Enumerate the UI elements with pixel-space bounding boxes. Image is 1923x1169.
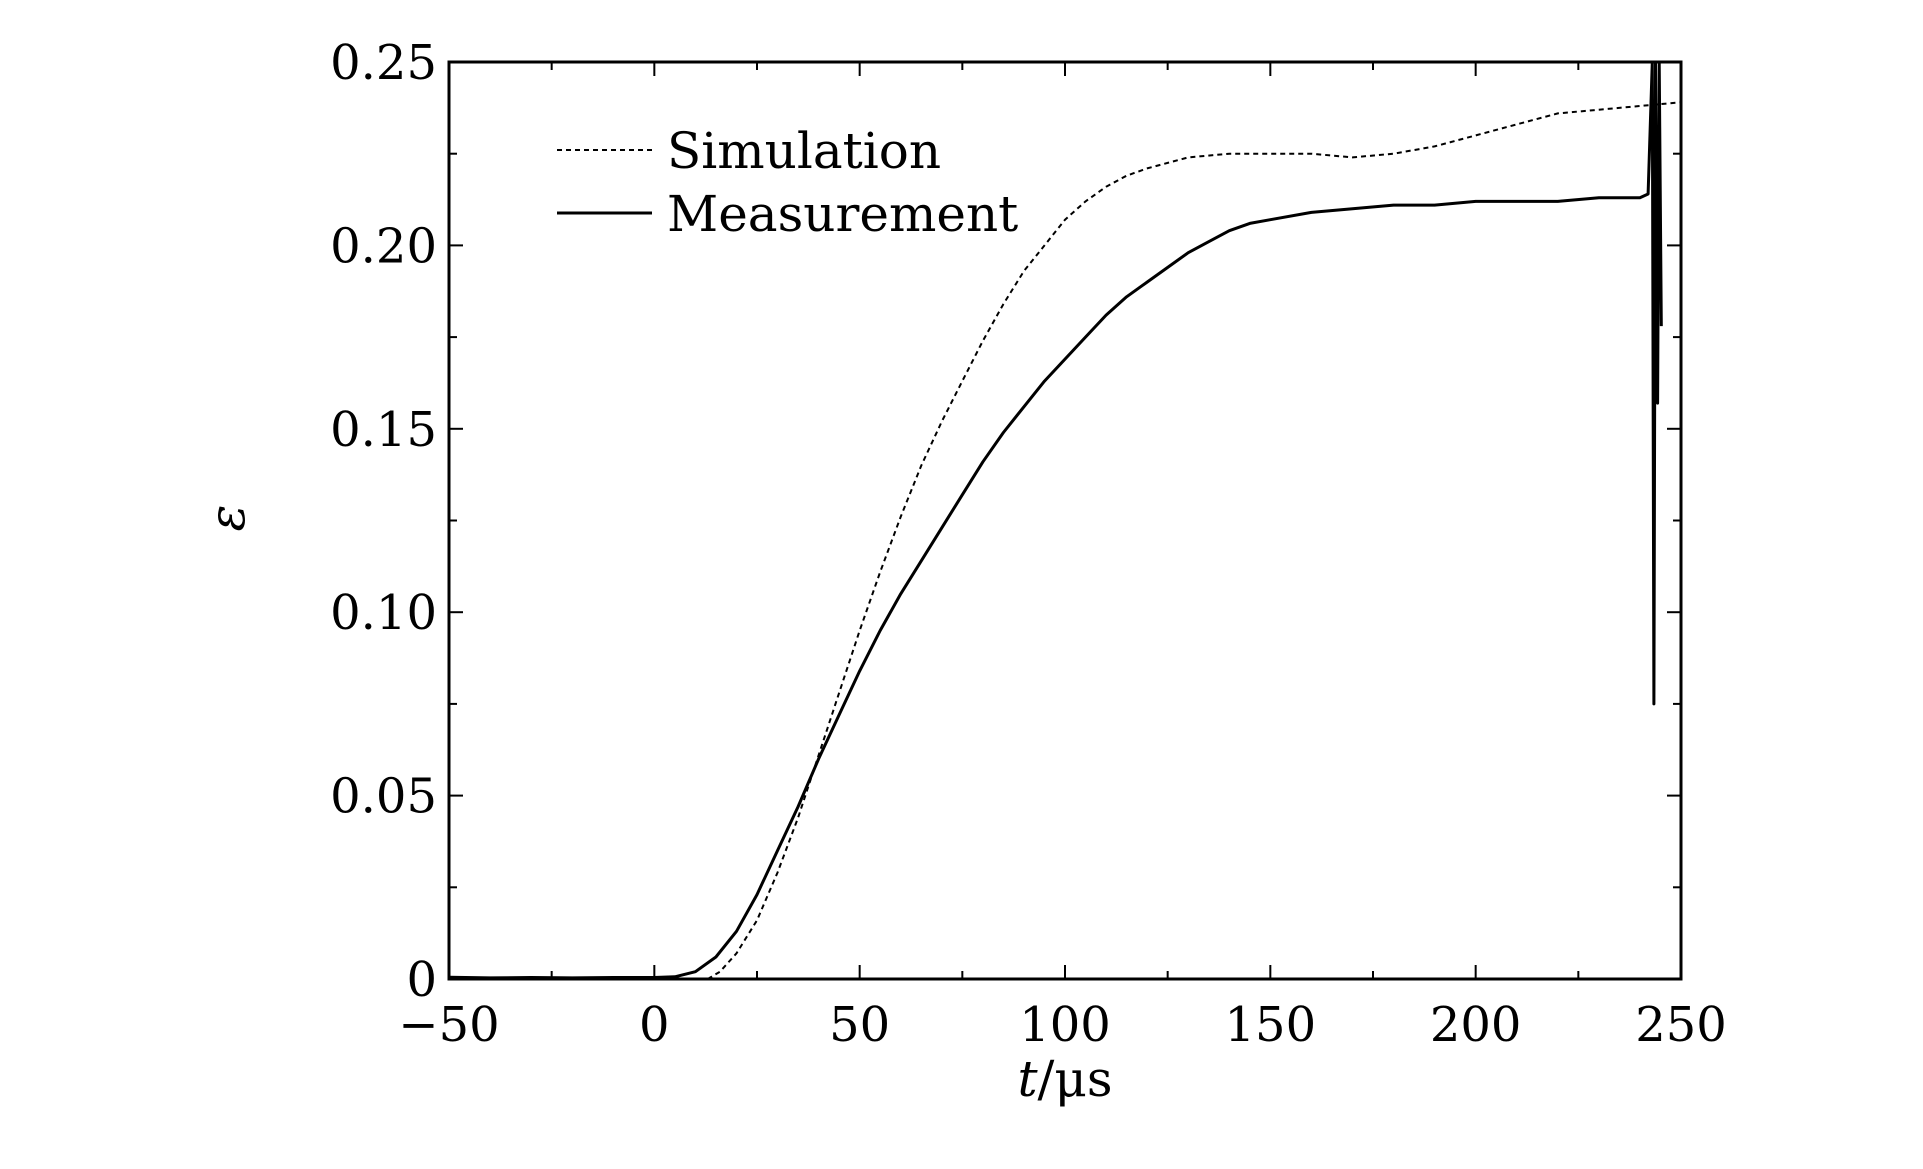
x-axis-label-variable: t [1017, 1050, 1038, 1108]
x-tick-label: 250 [1635, 997, 1727, 1053]
y-tick-label: 0.05 [330, 769, 437, 825]
plot-frame [447, 60, 1683, 981]
y-tick-label: 0.25 [330, 35, 437, 91]
x-axis-label-unit: /μs [1038, 1050, 1113, 1108]
x-tick-labels: −50 0 50 100 150 200 250 [398, 997, 1726, 1053]
x-tick-label: 200 [1430, 997, 1522, 1053]
x-axis-label: t/μs [1017, 1050, 1112, 1108]
series-layer [448, 60, 1682, 980]
x-tick-label: −50 [398, 997, 499, 1053]
y-tick-labels: 0 0.05 0.10 0.15 0.20 0.25 [330, 35, 437, 1008]
x-tick-label: 50 [829, 997, 890, 1053]
y-tick-label: 0 [406, 952, 437, 1008]
y-tick-label: 0.20 [330, 218, 437, 274]
x-tick-label: 150 [1225, 997, 1317, 1053]
ticks-layer [448, 61, 1682, 980]
legend-label-simulation: Simulation [667, 122, 941, 180]
legend: Simulation Measurement [557, 122, 1018, 243]
y-tick-label: 0.10 [330, 585, 437, 641]
y-axis-label: ε [198, 505, 256, 532]
x-tick-label: 100 [1019, 997, 1111, 1053]
legend-label-measurement: Measurement [667, 185, 1018, 243]
y-tick-label: 0.15 [330, 402, 437, 458]
series-line-measurement [448, 60, 1663, 980]
x-tick-label: 0 [639, 997, 670, 1053]
